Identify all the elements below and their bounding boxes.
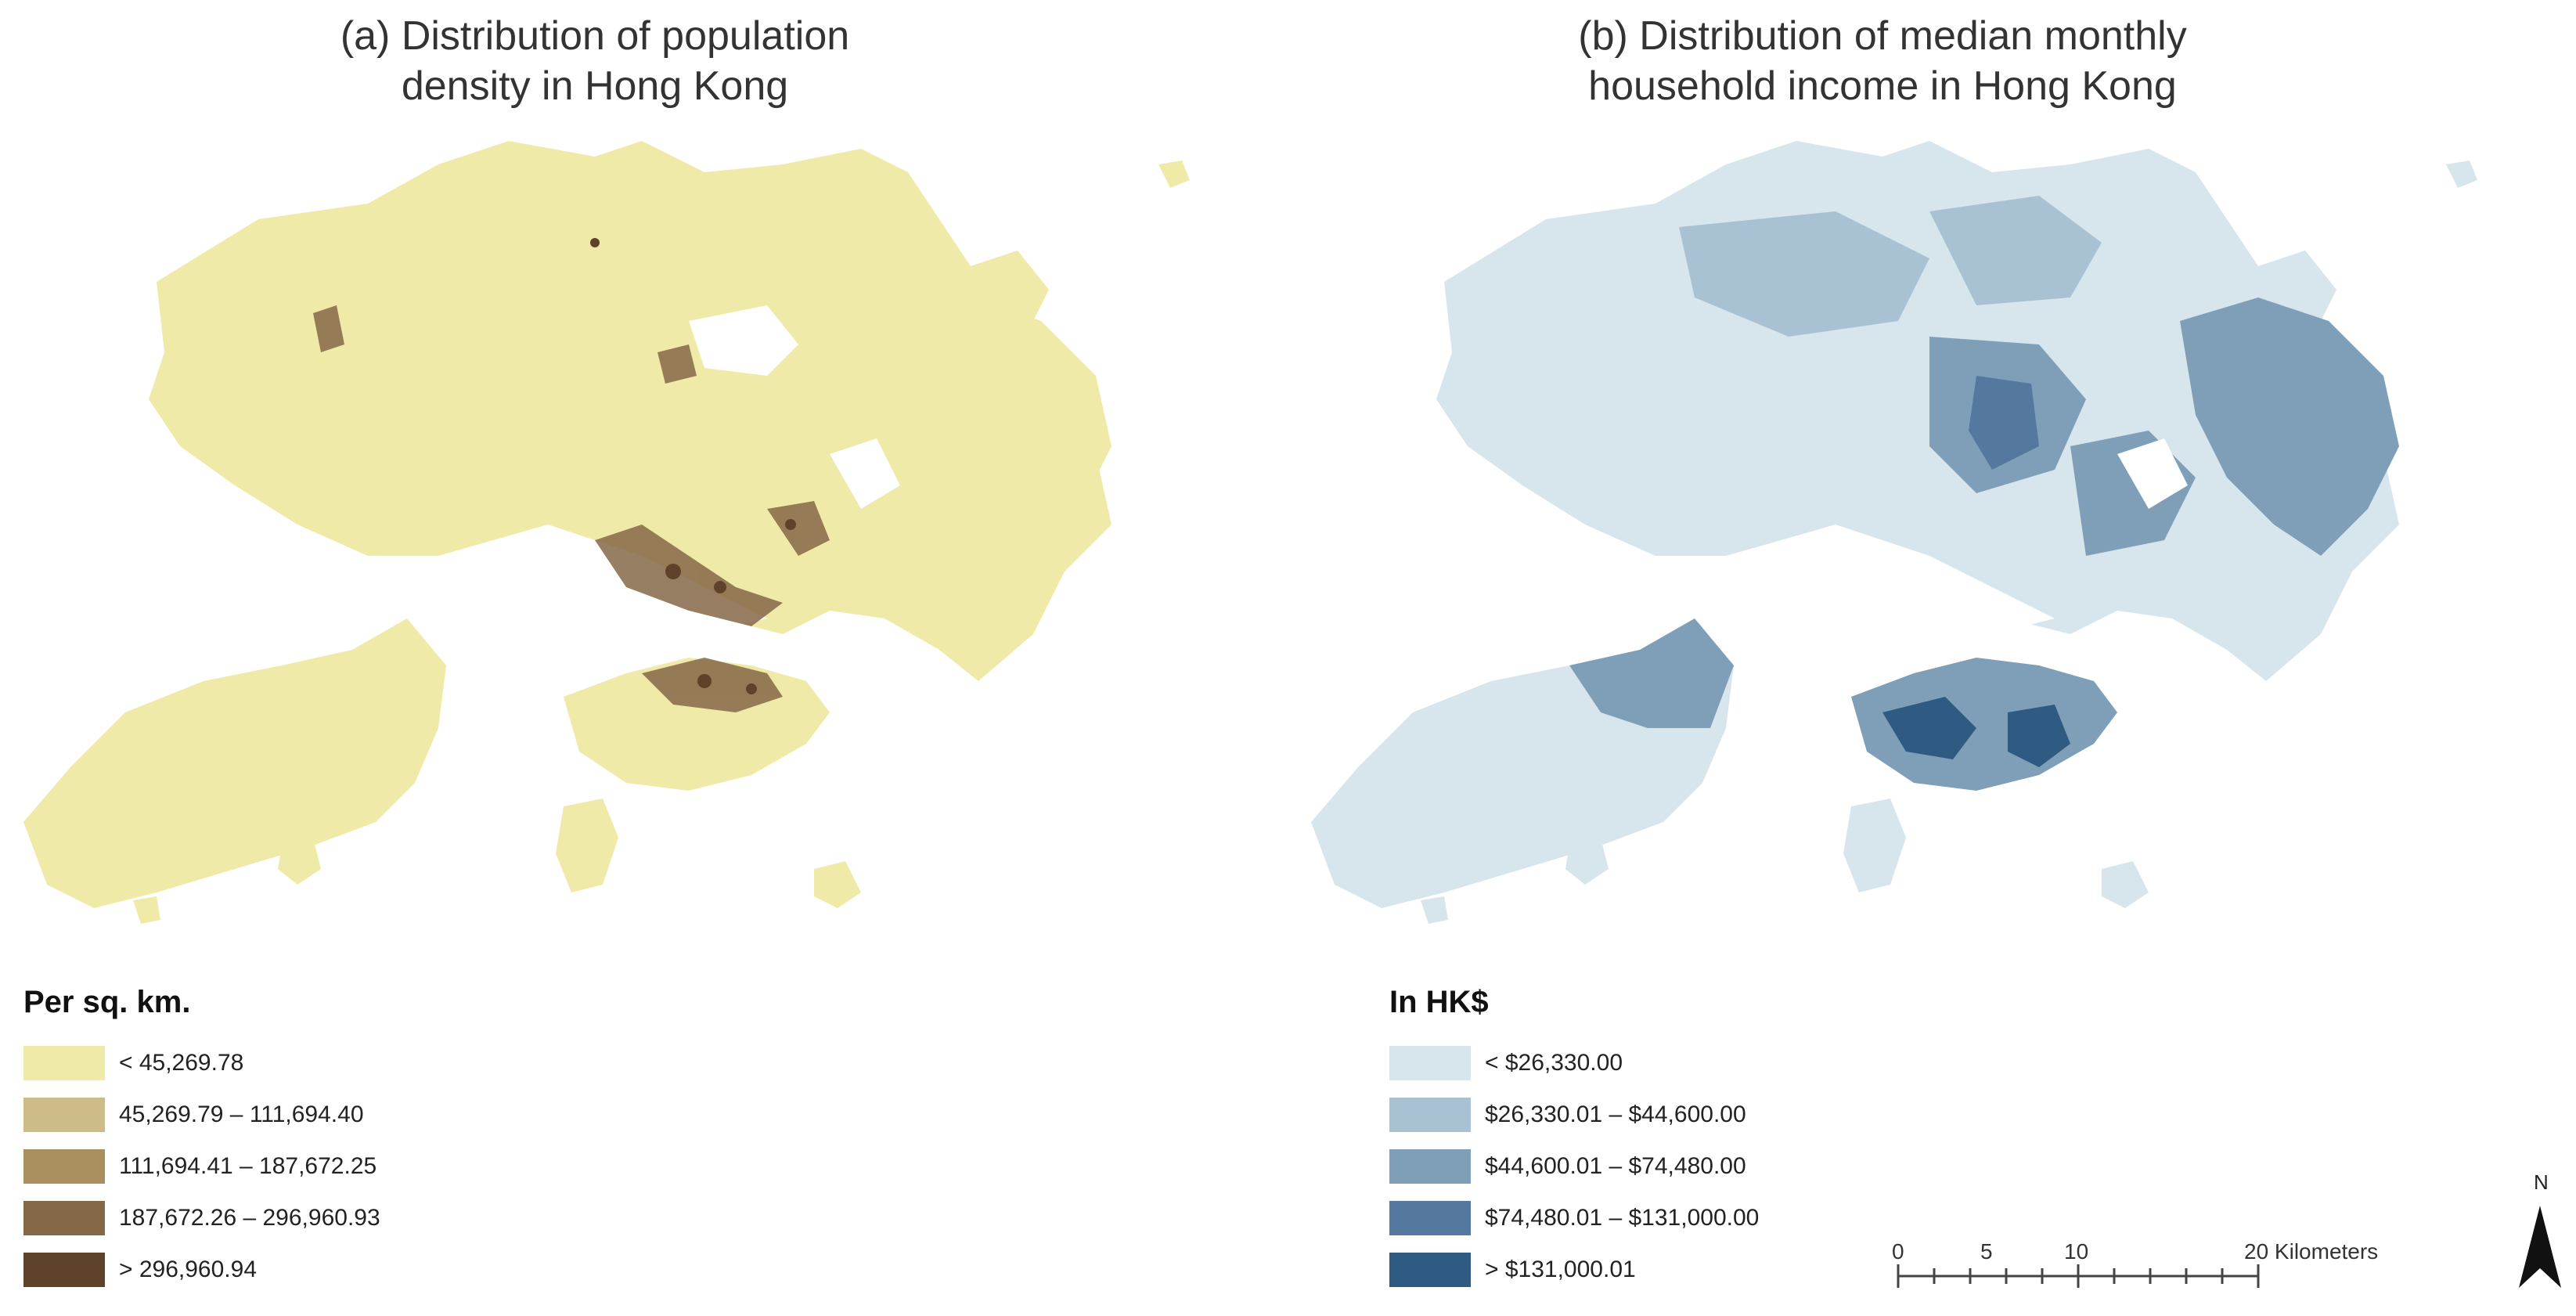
scale-label: 5 xyxy=(1980,1239,1993,1264)
legend-population: Per sq. km. < 45,269.78 45,269.79 – 111,… xyxy=(23,985,380,1296)
legend-swatch xyxy=(1389,1149,1471,1184)
legend-item: > $131,000.01 xyxy=(1389,1244,1759,1296)
po-toi-island xyxy=(2102,861,2149,908)
legend-swatch xyxy=(23,1253,105,1287)
lamma-island xyxy=(1843,799,1906,892)
legend-swatch xyxy=(23,1098,105,1132)
legend-income: In HK$ < $26,330.00 $26,330.01 – $44,600… xyxy=(1389,985,1759,1296)
legend-swatch xyxy=(1389,1098,1471,1132)
sai-kung-peninsula xyxy=(892,297,1111,556)
legend-title-population: Per sq. km. xyxy=(23,985,191,1019)
legend-swatch xyxy=(23,1201,105,1235)
legend-label: 45,269.79 – 111,694.40 xyxy=(119,1101,364,1127)
hong-kong-density-map xyxy=(23,141,1190,924)
legend-item: 45,269.79 – 111,694.40 xyxy=(23,1089,380,1141)
cheung-chau-island xyxy=(1565,838,1609,885)
legend-title-income: In HK$ xyxy=(1389,985,1489,1019)
legend-swatch xyxy=(23,1046,105,1080)
islet-ne xyxy=(2446,160,2477,188)
legend-label: > 296,960.94 xyxy=(119,1257,258,1282)
scale-label: 0 xyxy=(1892,1239,1904,1264)
po-toi-island xyxy=(814,861,861,908)
panel-population-density: (a) Distribution of population density i… xyxy=(23,13,1190,1296)
legend-item: 187,672.26 – 296,960.93 xyxy=(23,1192,380,1244)
lamma-island xyxy=(556,799,618,892)
legend-label: $74,480.01 – $131,000.00 xyxy=(1485,1205,1760,1231)
legend-item: > 296,960.94 xyxy=(23,1244,380,1296)
scale-bar: 0 5 10 20 Kilometers xyxy=(1892,1239,2378,1288)
islet-sw xyxy=(133,896,160,924)
lantau-island xyxy=(23,618,446,908)
scale-label: 10 xyxy=(2064,1239,2088,1264)
new-territories-region xyxy=(1436,141,2399,681)
legend-label: < 45,269.78 xyxy=(119,1050,244,1076)
legend-item: 111,694.41 – 187,672.25 xyxy=(23,1141,380,1192)
legend-item: < 45,269.78 xyxy=(23,1037,380,1089)
legend-label: 111,694.41 – 187,672.25 xyxy=(119,1153,377,1179)
scale-label: 20 Kilometers xyxy=(2244,1239,2378,1264)
legend-label: $44,600.01 – $74,480.00 xyxy=(1485,1153,1746,1179)
legend-label: 187,672.26 – 296,960.93 xyxy=(119,1205,380,1231)
map-title-population: (a) Distribution of population density i… xyxy=(340,13,850,109)
legend-swatch xyxy=(1389,1201,1471,1235)
legend-label: < $26,330.00 xyxy=(1485,1050,1623,1076)
legend-swatch xyxy=(23,1149,105,1184)
map-title-income: (b) Distribution of median monthly house… xyxy=(1578,13,2187,109)
legend-item: $26,330.01 – $44,600.00 xyxy=(1389,1089,1759,1141)
sai-kung-peninsula xyxy=(2180,297,2399,556)
panel-household-income: (b) Distribution of median monthly house… xyxy=(1288,0,2575,1316)
cheung-chau-island xyxy=(278,838,321,885)
legend-label: > $131,000.01 xyxy=(1485,1257,1636,1282)
legend-item: < $26,330.00 xyxy=(1389,1037,1759,1089)
hong-kong-income-map xyxy=(1311,141,2477,924)
north-arrow-icon: N xyxy=(2519,1170,2561,1288)
legend-label: $26,330.01 – $44,600.00 xyxy=(1485,1101,1746,1127)
islet-sw xyxy=(1421,896,1448,924)
new-territories-region xyxy=(149,141,1111,681)
north-label: N xyxy=(2534,1170,2549,1194)
legend-item: $74,480.01 – $131,000.00 xyxy=(1389,1192,1759,1244)
legend-item: $44,600.01 – $74,480.00 xyxy=(1389,1141,1759,1192)
islet-ne xyxy=(1158,160,1190,188)
legend-swatch xyxy=(1389,1253,1471,1287)
legend-swatch xyxy=(1389,1046,1471,1080)
